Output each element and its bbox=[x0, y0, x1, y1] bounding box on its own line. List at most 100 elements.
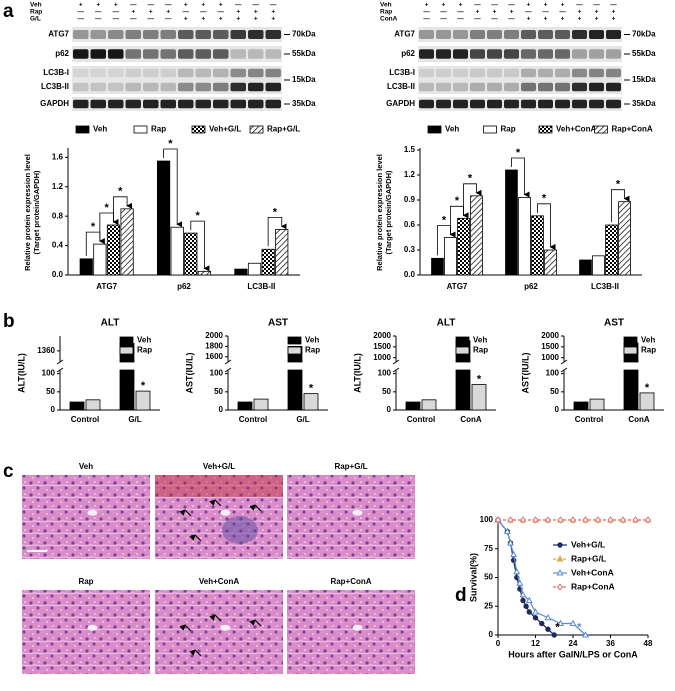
bar bbox=[156, 160, 171, 276]
bar bbox=[455, 369, 471, 411]
blot-band bbox=[125, 82, 141, 92]
blot-band bbox=[160, 49, 176, 59]
treatment-name: Veh bbox=[30, 2, 42, 9]
y-axis-label: ALT(IU/L) bbox=[16, 353, 26, 393]
treatment-sign: + bbox=[612, 9, 616, 16]
significance-bracket bbox=[113, 196, 133, 222]
legend-marker bbox=[556, 555, 564, 562]
bar bbox=[505, 169, 518, 276]
band-size: 35kDa bbox=[632, 99, 656, 108]
y-tick-label: 0.8 bbox=[52, 211, 64, 220]
point bbox=[513, 567, 521, 575]
treatment-sign: — bbox=[440, 16, 447, 23]
blot-band bbox=[178, 82, 194, 92]
y-tick-label: 50 bbox=[382, 387, 391, 396]
legend-marker bbox=[556, 569, 564, 576]
significance-bracket bbox=[190, 220, 210, 272]
significance-label: * bbox=[105, 202, 110, 214]
treatment-sign: + bbox=[425, 2, 429, 9]
blot-band bbox=[572, 99, 587, 109]
blot-band bbox=[436, 30, 451, 39]
panel-label: b bbox=[3, 311, 15, 332]
treatment-sign: + bbox=[219, 2, 223, 9]
blot-band bbox=[436, 68, 451, 78]
bar bbox=[197, 270, 212, 276]
treatment-sign: — bbox=[576, 2, 583, 9]
blot-band bbox=[453, 99, 468, 109]
arrow bbox=[209, 499, 222, 507]
y-tick-label: 100 bbox=[210, 369, 224, 378]
y-tick-label: 100 bbox=[42, 369, 56, 378]
blot-band bbox=[419, 99, 434, 109]
point bbox=[569, 516, 577, 524]
blot-band bbox=[555, 99, 570, 109]
significance-bracket bbox=[267, 217, 287, 247]
blot-band bbox=[606, 99, 621, 109]
bar bbox=[106, 224, 121, 276]
blot-strip bbox=[418, 66, 622, 94]
point bbox=[516, 579, 524, 586]
blot-band bbox=[143, 82, 159, 92]
blot-band bbox=[572, 49, 587, 59]
blot-band bbox=[108, 82, 124, 92]
point bbox=[523, 603, 529, 609]
blot-band bbox=[213, 99, 229, 109]
treatment-name: G/L bbox=[30, 16, 41, 23]
bar bbox=[184, 232, 198, 276]
blot-strip bbox=[72, 27, 282, 42]
series-line bbox=[497, 519, 555, 636]
treatment-sign: — bbox=[235, 2, 242, 9]
legend-label: Veh bbox=[305, 336, 319, 345]
treatment-sign: — bbox=[165, 2, 172, 9]
y-tick-label: 1360 bbox=[37, 346, 55, 355]
y-axis-label: AST(IU/L) bbox=[184, 353, 194, 394]
blot-band bbox=[572, 82, 587, 92]
bar bbox=[170, 226, 184, 276]
treatment-sign: + bbox=[527, 2, 531, 9]
image-label: Rap bbox=[78, 577, 93, 586]
blot-band bbox=[589, 49, 604, 59]
bar bbox=[431, 257, 444, 276]
blot-band bbox=[487, 68, 502, 78]
significance-bracket bbox=[463, 183, 482, 216]
blot-band bbox=[419, 30, 434, 39]
blot-band bbox=[90, 30, 106, 39]
significance-label: * bbox=[91, 221, 96, 233]
blot-band bbox=[265, 82, 281, 92]
blot-band bbox=[504, 82, 519, 92]
blot-band bbox=[90, 99, 106, 109]
bar bbox=[405, 401, 421, 411]
y-tick-label: 0 bbox=[51, 405, 56, 414]
y-axis-label: ALT(IU/L) bbox=[352, 353, 362, 393]
blot-band bbox=[125, 99, 141, 109]
bar bbox=[237, 401, 253, 411]
y-axis-label: Survival(%) bbox=[468, 553, 478, 602]
blot-band bbox=[470, 30, 485, 39]
treatment-sign: — bbox=[270, 2, 277, 9]
significance-bracket bbox=[511, 157, 530, 198]
bar bbox=[79, 258, 93, 276]
point bbox=[544, 516, 552, 524]
blot-band bbox=[195, 82, 211, 92]
blot-band bbox=[436, 82, 451, 92]
bar bbox=[261, 248, 275, 276]
legend-swatch bbox=[133, 125, 148, 134]
significance-label: * bbox=[516, 147, 521, 159]
point bbox=[507, 516, 514, 524]
band-name: GAPDH bbox=[386, 99, 415, 108]
treatment-sign: — bbox=[148, 16, 155, 23]
bar bbox=[518, 197, 531, 276]
arrow bbox=[179, 509, 192, 517]
significance-label: * bbox=[542, 193, 547, 205]
bar bbox=[287, 369, 303, 411]
blot-band bbox=[73, 30, 89, 39]
vessel bbox=[220, 509, 231, 516]
y-tick-label: 1.5 bbox=[404, 145, 416, 154]
bar bbox=[531, 215, 544, 276]
image-label: Veh+G/L bbox=[203, 462, 235, 471]
blot-band bbox=[73, 49, 89, 59]
x-tick-label: Control bbox=[407, 415, 435, 424]
treatment-sign: — bbox=[542, 9, 549, 16]
legend-swatch bbox=[119, 346, 134, 355]
blot-band bbox=[178, 68, 194, 78]
